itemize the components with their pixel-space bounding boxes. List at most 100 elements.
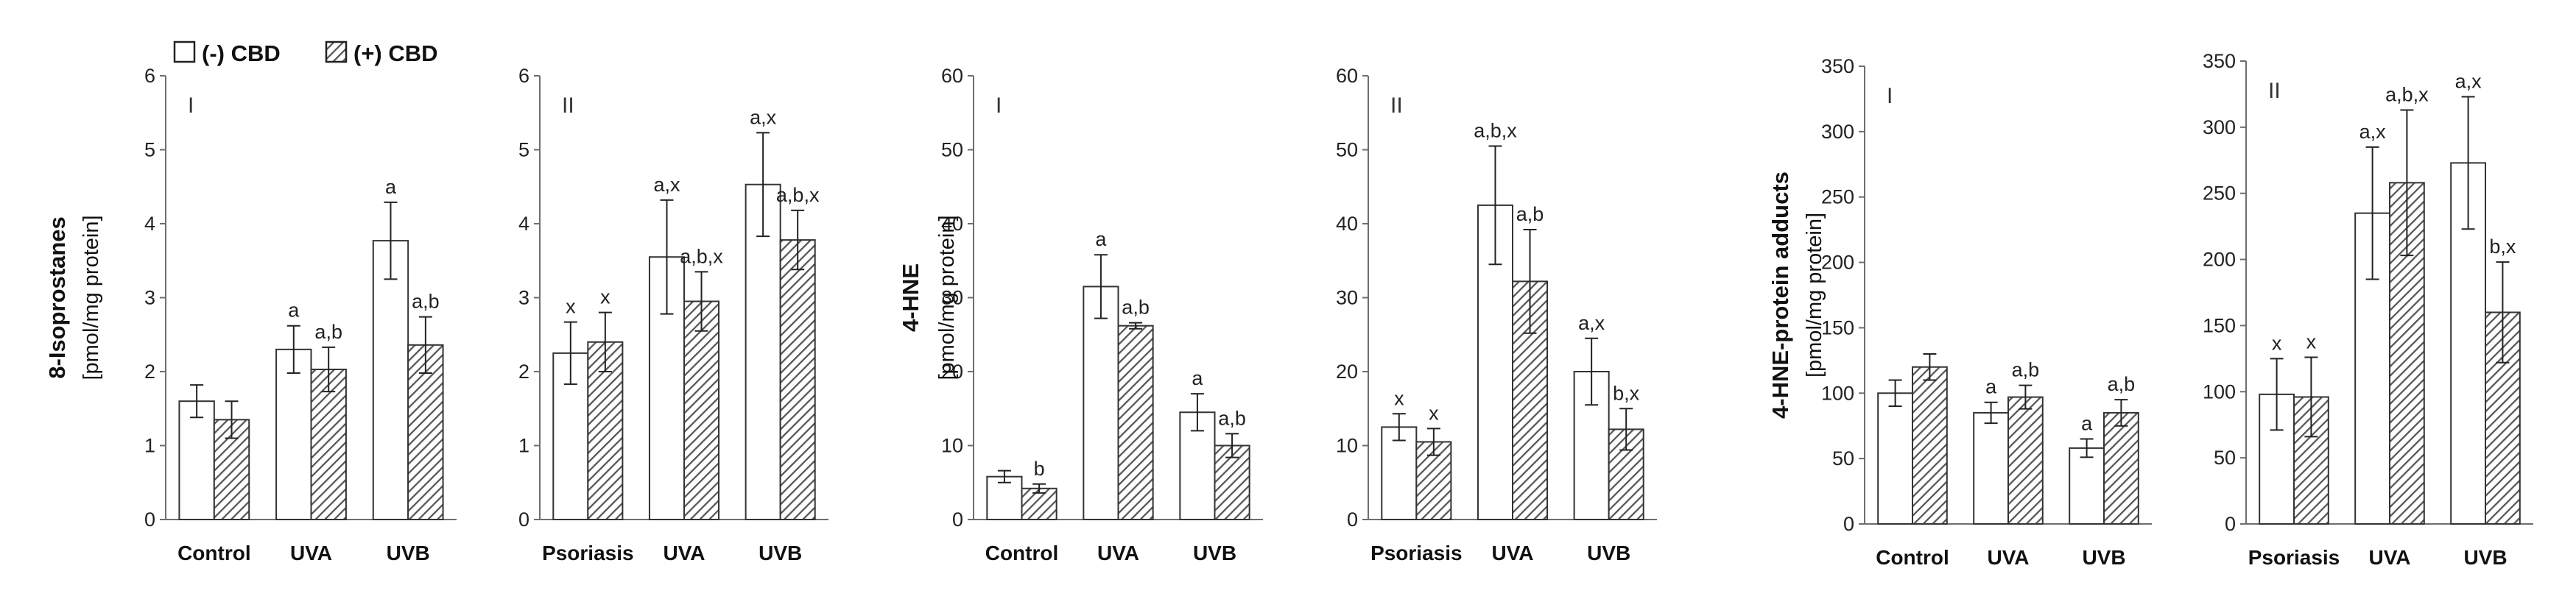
y-tick-label: 3 <box>144 287 155 309</box>
significance-label: a,x <box>653 174 680 196</box>
y-tick-label: 0 <box>144 508 155 531</box>
x-category-label: Psoriasis <box>542 542 634 564</box>
y-axis-title: 4-HNE <box>898 263 923 332</box>
significance-label: x <box>566 296 576 318</box>
panel-label: I <box>996 93 1002 118</box>
y-tick-label: 4 <box>518 213 529 235</box>
y-tick-label: 350 <box>1821 55 1854 77</box>
bar-minus-cbd <box>372 240 409 520</box>
legend-swatch-plus-cbd <box>325 40 348 63</box>
y-tick-label: 1 <box>144 435 155 457</box>
x-category-label: UVA <box>1987 546 2029 569</box>
y-tick-label: 200 <box>2203 249 2236 271</box>
x-category-label: UVB <box>1587 542 1630 564</box>
y-tick-label: 4 <box>144 213 155 235</box>
x-category-label: UVA <box>290 542 332 564</box>
bar-minus-cbd <box>1973 411 2009 525</box>
x-category-label: UVB <box>1193 542 1236 564</box>
y-tick-label: 150 <box>2203 314 2236 336</box>
y-tick-label: 0 <box>518 508 529 531</box>
legend: (-) CBD (+) CBD <box>173 40 438 66</box>
significance-label: a,b <box>1516 203 1544 225</box>
bar-minus-cbd <box>178 400 215 521</box>
x-category-label: UVA <box>1097 542 1139 564</box>
y-axis-unit: [pmol/mg protein] <box>80 215 103 380</box>
y-axis-title: 8-Isoprostanes <box>44 216 70 379</box>
chart-panel-6: 0 50 100 150 200 250 300 350 II Psoriasis x x UVA a,x… <box>2203 50 2533 569</box>
panel-label: I <box>188 93 194 118</box>
y-tick-label: 50 <box>2214 447 2236 469</box>
y-tick-label: 5 <box>144 139 155 161</box>
significance-label: a,x <box>2359 121 2387 143</box>
significance-label: a,b <box>2012 359 2040 381</box>
bar-plus-cbd <box>779 239 816 520</box>
bar-plus-cbd <box>2103 411 2139 525</box>
significance-label: a,x <box>2455 71 2482 93</box>
y-axis-unit: [pmol/mg protein] <box>1803 213 1826 378</box>
y-tick-label: 100 <box>2203 380 2236 403</box>
y-tick-label: 6 <box>518 65 529 87</box>
significance-label: a <box>2081 412 2093 434</box>
significance-label: a,x <box>750 106 777 128</box>
bar-minus-cbd <box>1083 286 1119 520</box>
bar-charts: 0 1 2 3 4 5 6 I 8-Isoprostanes [pmol/mg protein] C… <box>44 50 2533 569</box>
y-tick-label: 6 <box>144 65 155 87</box>
y-tick-label: 100 <box>1821 382 1854 404</box>
panel-label: II <box>1390 93 1403 118</box>
y-tick-label: 2 <box>144 361 155 383</box>
bar-minus-cbd <box>1877 392 1913 525</box>
y-axis-unit: [pmol/mg protein] <box>935 215 959 380</box>
chart-panel-2: 0 1 2 3 4 5 6 II Psoriasis x x UVA a,x a,b,x UVB a,x a,b… <box>518 65 828 564</box>
x-category-label: Psoriasis <box>2248 546 2340 569</box>
y-tick-label: 40 <box>941 213 963 235</box>
y-tick-label: 5 <box>518 139 529 161</box>
x-category-label: Psoriasis <box>1370 542 1463 564</box>
y-tick-label: 50 <box>1832 447 1854 469</box>
y-tick-label: 20 <box>941 361 963 383</box>
significance-label: x <box>1429 402 1439 424</box>
y-tick-label: 250 <box>1821 186 1854 208</box>
x-category-label: UVB <box>759 542 802 564</box>
significance-label: a,b <box>314 321 342 343</box>
significance-label: b <box>1034 458 1045 480</box>
significance-label: a,b <box>412 291 440 313</box>
panel-label: I <box>1887 84 1893 108</box>
significance-label: x <box>600 286 610 308</box>
y-tick-label: 60 <box>1336 65 1358 87</box>
y-tick-label: 300 <box>1821 121 1854 143</box>
y-tick-label: 250 <box>2203 182 2236 205</box>
bar-plus-cbd <box>1912 366 1948 525</box>
y-tick-label: 0 <box>1347 508 1358 531</box>
bar-minus-cbd <box>986 475 1023 521</box>
chart-panel-4: 0 10 20 30 40 50 60 II Psoriasis x x UVA a,b,x a,b UVB… <box>1336 65 1657 564</box>
y-tick-label: 0 <box>1843 513 1854 535</box>
y-tick-label: 30 <box>1336 287 1358 309</box>
x-category-label: UVB <box>2082 546 2125 569</box>
y-tick-label: 1 <box>518 435 529 457</box>
y-tick-label: 20 <box>1336 361 1358 383</box>
x-category-label: Control <box>985 542 1059 564</box>
y-tick-label: 0 <box>952 508 963 531</box>
chart-panel-3: 0 10 20 30 40 50 60 I 4-HNE [pmol/mg protein] Cont… <box>898 65 1263 564</box>
y-tick-label: 350 <box>2203 50 2236 72</box>
y-tick-label: 300 <box>2203 116 2236 138</box>
significance-label: a <box>1192 367 1203 389</box>
significance-label: a,b,x <box>776 184 820 206</box>
significance-label: a,b,x <box>680 245 723 267</box>
significance-label: a <box>288 300 300 322</box>
significance-label: a <box>1985 376 1997 398</box>
y-tick-label: 10 <box>1336 435 1358 457</box>
x-category-label: UVB <box>387 542 430 564</box>
y-axis-title: 4-HNE-protein adducts <box>1767 171 1793 419</box>
y-tick-label: 0 <box>2225 513 2236 535</box>
legend-label-minus-cbd: (-) CBD <box>202 40 281 66</box>
x-category-label: UVA <box>663 542 705 564</box>
bar-plus-cbd <box>683 300 720 520</box>
y-tick-label: 2 <box>518 361 529 383</box>
significance-label: a,b <box>1218 407 1246 429</box>
y-tick-label: 60 <box>941 65 963 87</box>
y-tick-label: 50 <box>941 139 963 161</box>
x-category-label: UVA <box>2368 546 2410 569</box>
panel-label: II <box>2268 79 2281 103</box>
